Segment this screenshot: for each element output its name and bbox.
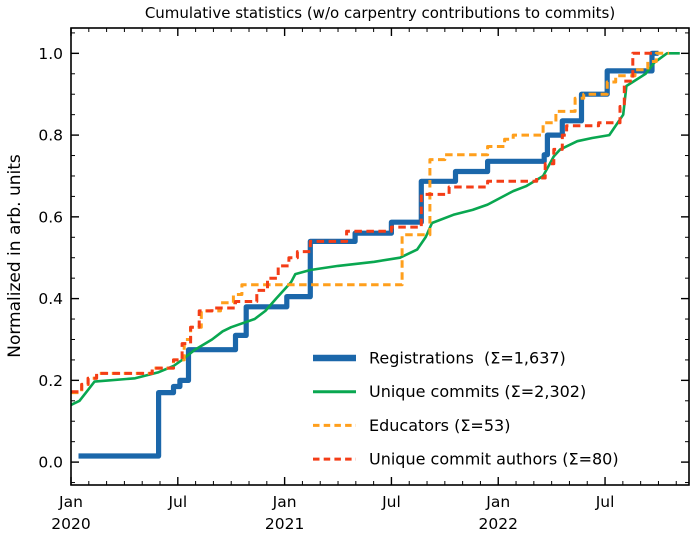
- x-tick-label: Jul: [595, 493, 615, 511]
- x-tick-year-label: 2021: [265, 515, 304, 533]
- chart-title: Cumulative statistics (w/o carpentry con…: [145, 4, 615, 22]
- x-tick-label: Jul: [381, 493, 401, 511]
- x-tick-label: Jul: [167, 493, 187, 511]
- y-tick-label: 0.6: [38, 208, 63, 226]
- y-tick-label: 0.2: [38, 372, 63, 390]
- y-axis-label: Normalized in arb. units: [5, 154, 25, 358]
- legend-item-label: Unique commits (Σ=2,302): [369, 382, 586, 401]
- x-tick-label: Jan: [485, 493, 510, 511]
- legend-item-label: Registrations (Σ=1,637): [369, 349, 566, 368]
- y-tick-label: 0.4: [38, 290, 63, 308]
- x-tick-label: Jan: [58, 493, 83, 511]
- axes-ticks: Jan 2020 Jul Jan 2021 Jul Jan 2022 Jul 0.0 0.2 0.4 0…: [38, 28, 689, 533]
- legend-item-label: Unique commit authors (Σ=80): [369, 450, 619, 469]
- y-tick-label: 0.8: [38, 127, 63, 145]
- x-tick-year-label: 2022: [479, 515, 518, 533]
- x-tick-year-label: 2020: [51, 515, 90, 533]
- legend: Registrations (Σ=1,637) Unique commits (Σ…: [313, 349, 619, 469]
- x-tick-label: Jan: [272, 493, 297, 511]
- y-tick-label: 1.0: [38, 45, 63, 63]
- plot-border: [70, 27, 690, 486]
- series-commit-authors-line: [71, 51, 657, 394]
- y-tick-label: 0.0: [38, 454, 63, 472]
- legend-item-label: Educators (Σ=53): [369, 416, 510, 435]
- series-unique-commits-line: [70, 52, 680, 407]
- series-lines: [70, 50, 680, 459]
